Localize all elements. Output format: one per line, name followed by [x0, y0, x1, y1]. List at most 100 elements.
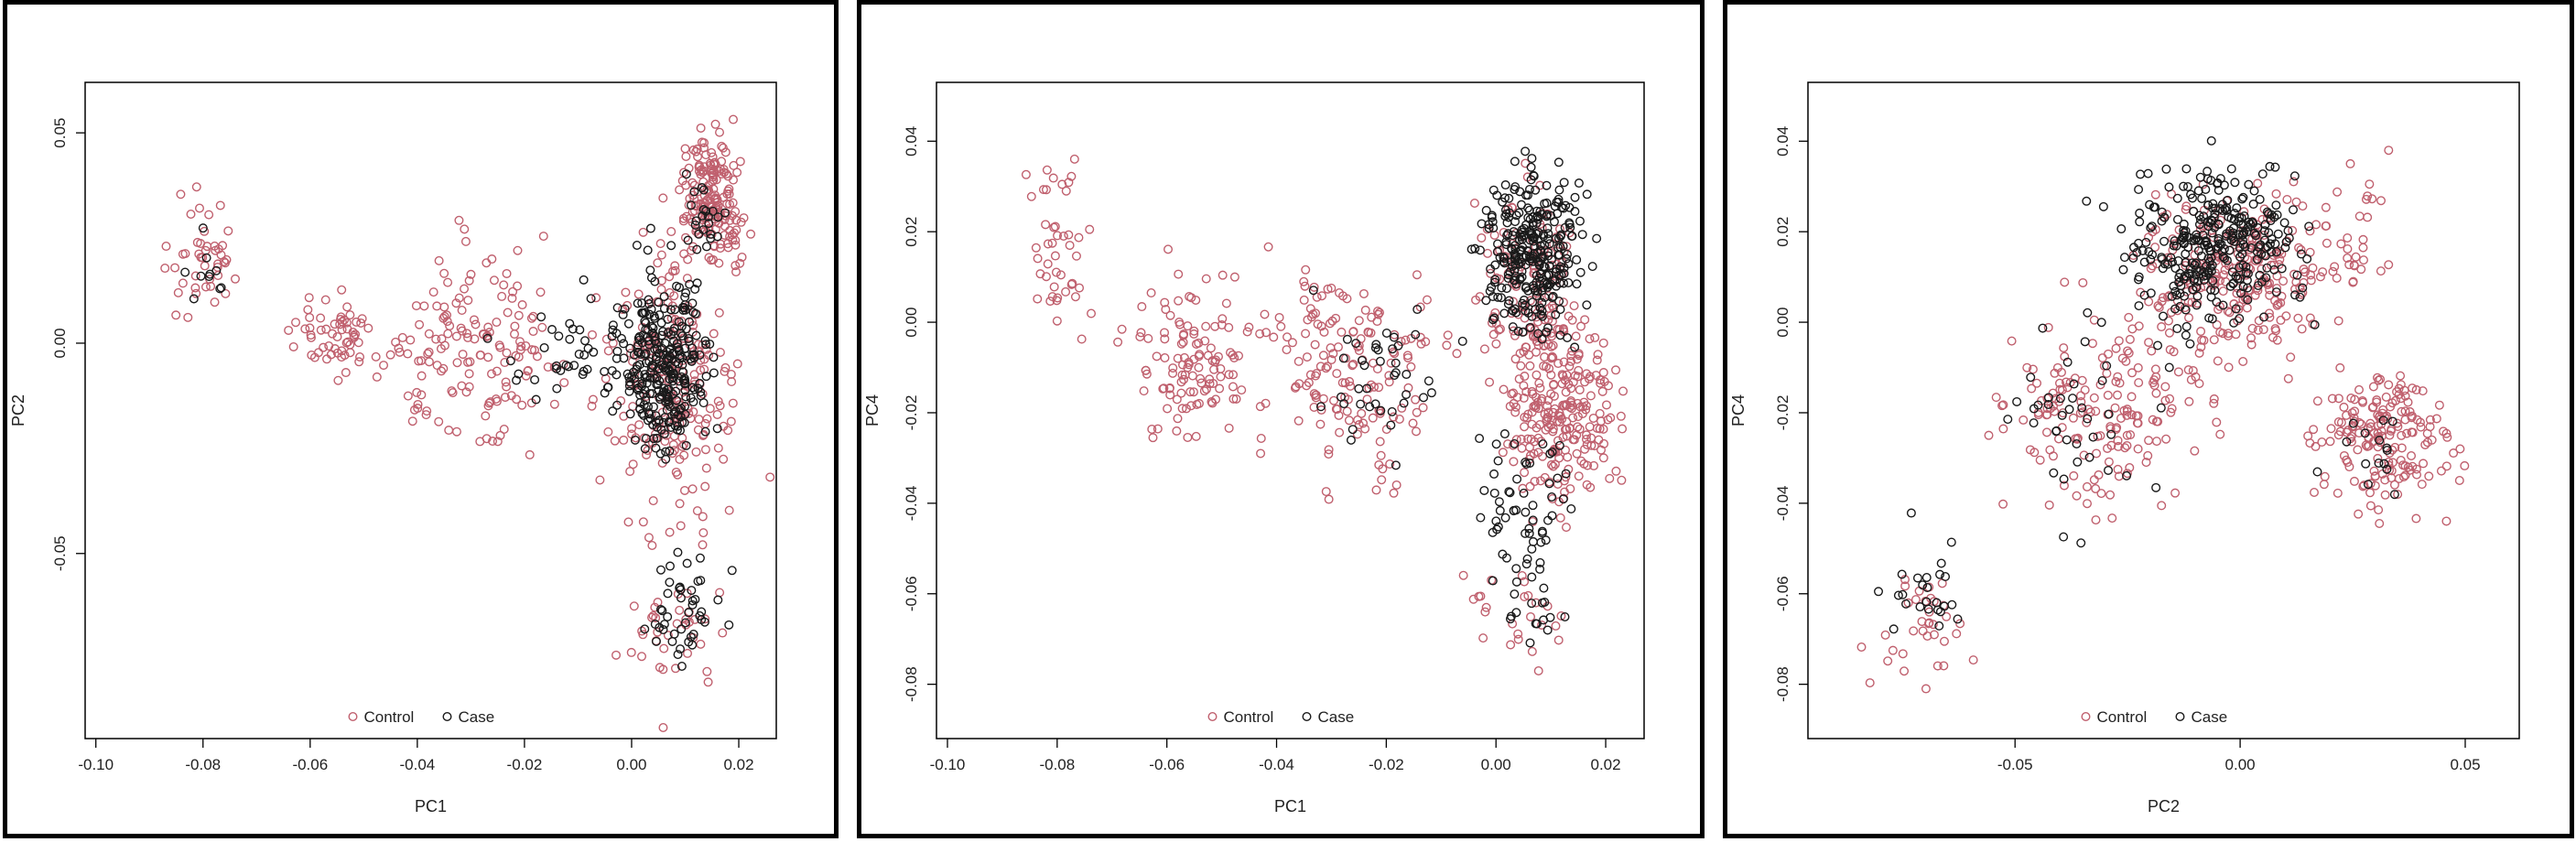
data-point-control	[200, 261, 210, 271]
data-point-control	[728, 114, 738, 124]
data-point-control	[161, 242, 171, 252]
data-point-control	[2215, 429, 2225, 439]
data-point-case	[1570, 192, 1580, 202]
data-point-control	[1527, 419, 1537, 429]
data-point-control	[702, 414, 712, 424]
data-point-control	[2367, 194, 2377, 204]
data-point-control	[2258, 325, 2268, 335]
data-point-control	[1165, 390, 1175, 400]
data-point-control	[1335, 288, 1345, 298]
data-point-control	[1533, 448, 1543, 458]
data-point-control	[2358, 234, 2368, 244]
data-point-control	[2408, 383, 2418, 394]
data-point-case	[1491, 439, 1501, 449]
data-point-case	[665, 561, 675, 571]
data-point-case	[1517, 272, 1527, 282]
data-point-case	[1549, 217, 1559, 227]
data-point-control	[1077, 334, 1087, 344]
data-point-control	[2333, 417, 2343, 427]
x-tick-label: -0.05	[1997, 756, 2033, 773]
data-point-control	[719, 454, 729, 464]
data-point-control	[1403, 352, 1413, 362]
data-point-case	[680, 618, 690, 628]
data-point-control	[644, 533, 654, 543]
data-point-case	[633, 333, 644, 343]
data-point-control	[2441, 461, 2452, 471]
data-point-control	[1593, 350, 1603, 360]
data-point-control	[483, 322, 493, 332]
data-point-control	[2342, 410, 2352, 420]
data-point-case	[644, 336, 654, 346]
data-point-control	[1536, 437, 1546, 447]
data-point-control	[1914, 586, 1924, 596]
data-point-control	[722, 199, 732, 209]
data-point-control	[1561, 523, 1571, 533]
y-tick-label: 0.02	[1774, 217, 1791, 247]
data-point-control	[1143, 333, 1153, 343]
data-point-case	[622, 369, 633, 379]
data-point-case	[2195, 214, 2205, 224]
data-point-control	[1546, 370, 1556, 380]
data-point-case	[2172, 193, 2182, 203]
data-point-control	[406, 335, 416, 345]
data-point-case	[1391, 358, 1401, 368]
data-point-control	[411, 301, 421, 311]
data-point-control	[2209, 335, 2219, 345]
data-point-case	[1537, 297, 1547, 308]
data-point-control	[1376, 450, 1386, 460]
data-point-case	[624, 381, 634, 391]
y-tick-label: 0.05	[51, 118, 69, 148]
data-point-control	[1519, 381, 1529, 391]
data-point-control	[2289, 177, 2299, 187]
data-point-case	[1521, 252, 1532, 262]
data-point-control	[2375, 518, 2385, 528]
data-point-control	[1411, 426, 1421, 437]
data-point-control	[2392, 387, 2402, 397]
data-point-control	[2351, 252, 2361, 262]
data-point-control	[424, 357, 434, 367]
data-point-control	[1344, 416, 1354, 426]
data-point-control	[1569, 301, 1579, 311]
data-point-control	[190, 283, 200, 293]
data-point-control	[1050, 221, 1060, 232]
data-point-control	[1179, 374, 1189, 384]
data-point-control	[448, 388, 458, 398]
data-point-control	[316, 313, 326, 323]
data-point-control	[2332, 273, 2342, 283]
data-point-control	[1520, 422, 1530, 432]
data-point-control	[1553, 436, 1563, 446]
data-point-case	[1539, 583, 1549, 593]
data-point-case	[2171, 241, 2181, 251]
data-point-control	[1318, 394, 1328, 404]
data-point-control	[1488, 329, 1499, 340]
data-point-case	[2239, 210, 2249, 221]
data-point-case	[676, 662, 687, 672]
data-point-control	[333, 375, 343, 385]
data-point-control	[176, 189, 186, 200]
data-point-control	[1939, 661, 1949, 671]
data-point-control	[1049, 282, 1059, 292]
data-point-case	[1501, 240, 1511, 250]
data-point-control	[2257, 264, 2267, 274]
data-point-case	[698, 205, 709, 215]
data-point-control	[1328, 349, 1338, 359]
data-point-case	[1505, 488, 1515, 498]
data-point-control	[2053, 434, 2063, 444]
data-point-case	[2172, 214, 2182, 224]
data-point-control	[2091, 484, 2101, 494]
data-point-case	[2374, 458, 2384, 468]
data-point-control	[722, 189, 732, 200]
data-point-control	[1210, 357, 1220, 367]
data-point-case	[2222, 255, 2232, 265]
data-point-control	[1168, 368, 1178, 378]
data-point-case	[2157, 207, 2167, 217]
data-point-control	[407, 416, 417, 426]
data-point-control	[1041, 272, 1051, 282]
data-point-control	[394, 343, 404, 353]
data-point-control	[1332, 369, 1342, 379]
data-point-control	[1539, 340, 1549, 351]
y-tick-label: -0.08	[903, 666, 920, 702]
data-point-control	[1520, 412, 1530, 422]
data-point-control	[1952, 629, 1962, 639]
data-point-control	[337, 325, 347, 335]
